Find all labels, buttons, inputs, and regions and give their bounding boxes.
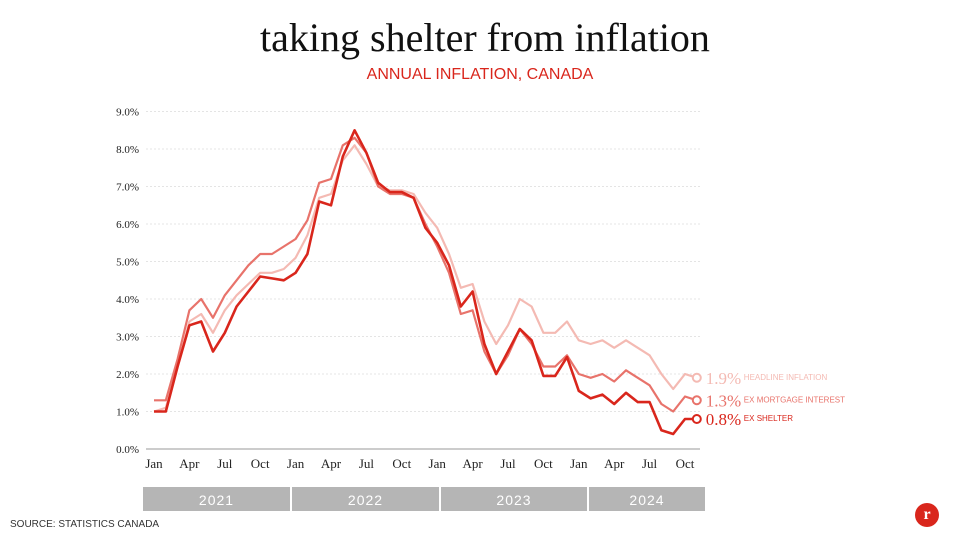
y-tick-label: 9.0%	[116, 107, 139, 119]
end-marker	[691, 372, 702, 383]
series-line-0	[153, 144, 698, 413]
x-tick-label: Apr	[462, 456, 483, 471]
year-label: 2022	[348, 492, 383, 508]
end-value-label: 0.8%	[706, 410, 741, 429]
y-tick-label: 8.0%	[116, 144, 139, 156]
x-tick-label: Jan	[287, 456, 305, 471]
y-tick-label: 4.0%	[116, 294, 139, 306]
x-tick-label: Oct	[534, 456, 553, 471]
end-marker	[691, 395, 702, 406]
x-tick-label: Oct	[251, 456, 270, 471]
x-tick-label: Apr	[321, 456, 342, 471]
y-tick-label: 0.0%	[116, 444, 139, 456]
y-tick-label: 3.0%	[116, 332, 139, 344]
year-band	[441, 487, 587, 511]
year-band	[292, 487, 439, 511]
y-tick-label: 5.0%	[116, 257, 139, 269]
series-line-1	[154, 136, 698, 413]
x-tick-label: Oct	[676, 456, 695, 471]
x-tick-label: Apr	[604, 456, 625, 471]
page-title: taking shelter from inflation	[260, 15, 710, 60]
series-label: EX SHELTER	[744, 414, 793, 423]
year-band	[143, 487, 290, 511]
x-tick-label: Jul	[500, 456, 516, 471]
end-marker	[691, 414, 702, 424]
year-label: 2024	[629, 492, 664, 508]
x-tick-label: Jan	[429, 456, 447, 471]
series-label: HEADLINE INFLATION	[744, 373, 828, 382]
x-tick-label: Jan	[145, 456, 163, 471]
brand-logo: r	[915, 503, 939, 527]
x-tick-label: Jul	[642, 456, 658, 471]
x-tick-label: Oct	[392, 456, 411, 471]
chart-subtitle: ANNUAL INFLATION, CANADA	[366, 66, 594, 83]
y-tick-label: 7.0%	[116, 182, 139, 194]
source-note: SOURCE: STATISTICS CANADA	[10, 519, 160, 530]
year-label: 2021	[199, 492, 234, 508]
y-tick-label: 2.0%	[116, 369, 139, 381]
x-tick-label: Jul	[359, 456, 375, 471]
year-label: 2023	[496, 492, 531, 508]
series-label: EX MORTGAGE INTEREST	[744, 395, 845, 404]
year-band	[589, 487, 705, 511]
x-tick-label: Jan	[570, 456, 588, 471]
x-tick-label: Jul	[217, 456, 233, 471]
x-tick-label: Apr	[179, 456, 200, 471]
y-tick-label: 6.0%	[116, 219, 139, 231]
y-tick-label: 1.0%	[116, 407, 139, 419]
series-line-2	[154, 129, 697, 436]
end-value-label: 1.3%	[706, 391, 741, 410]
end-value-label: 1.9%	[706, 369, 741, 388]
